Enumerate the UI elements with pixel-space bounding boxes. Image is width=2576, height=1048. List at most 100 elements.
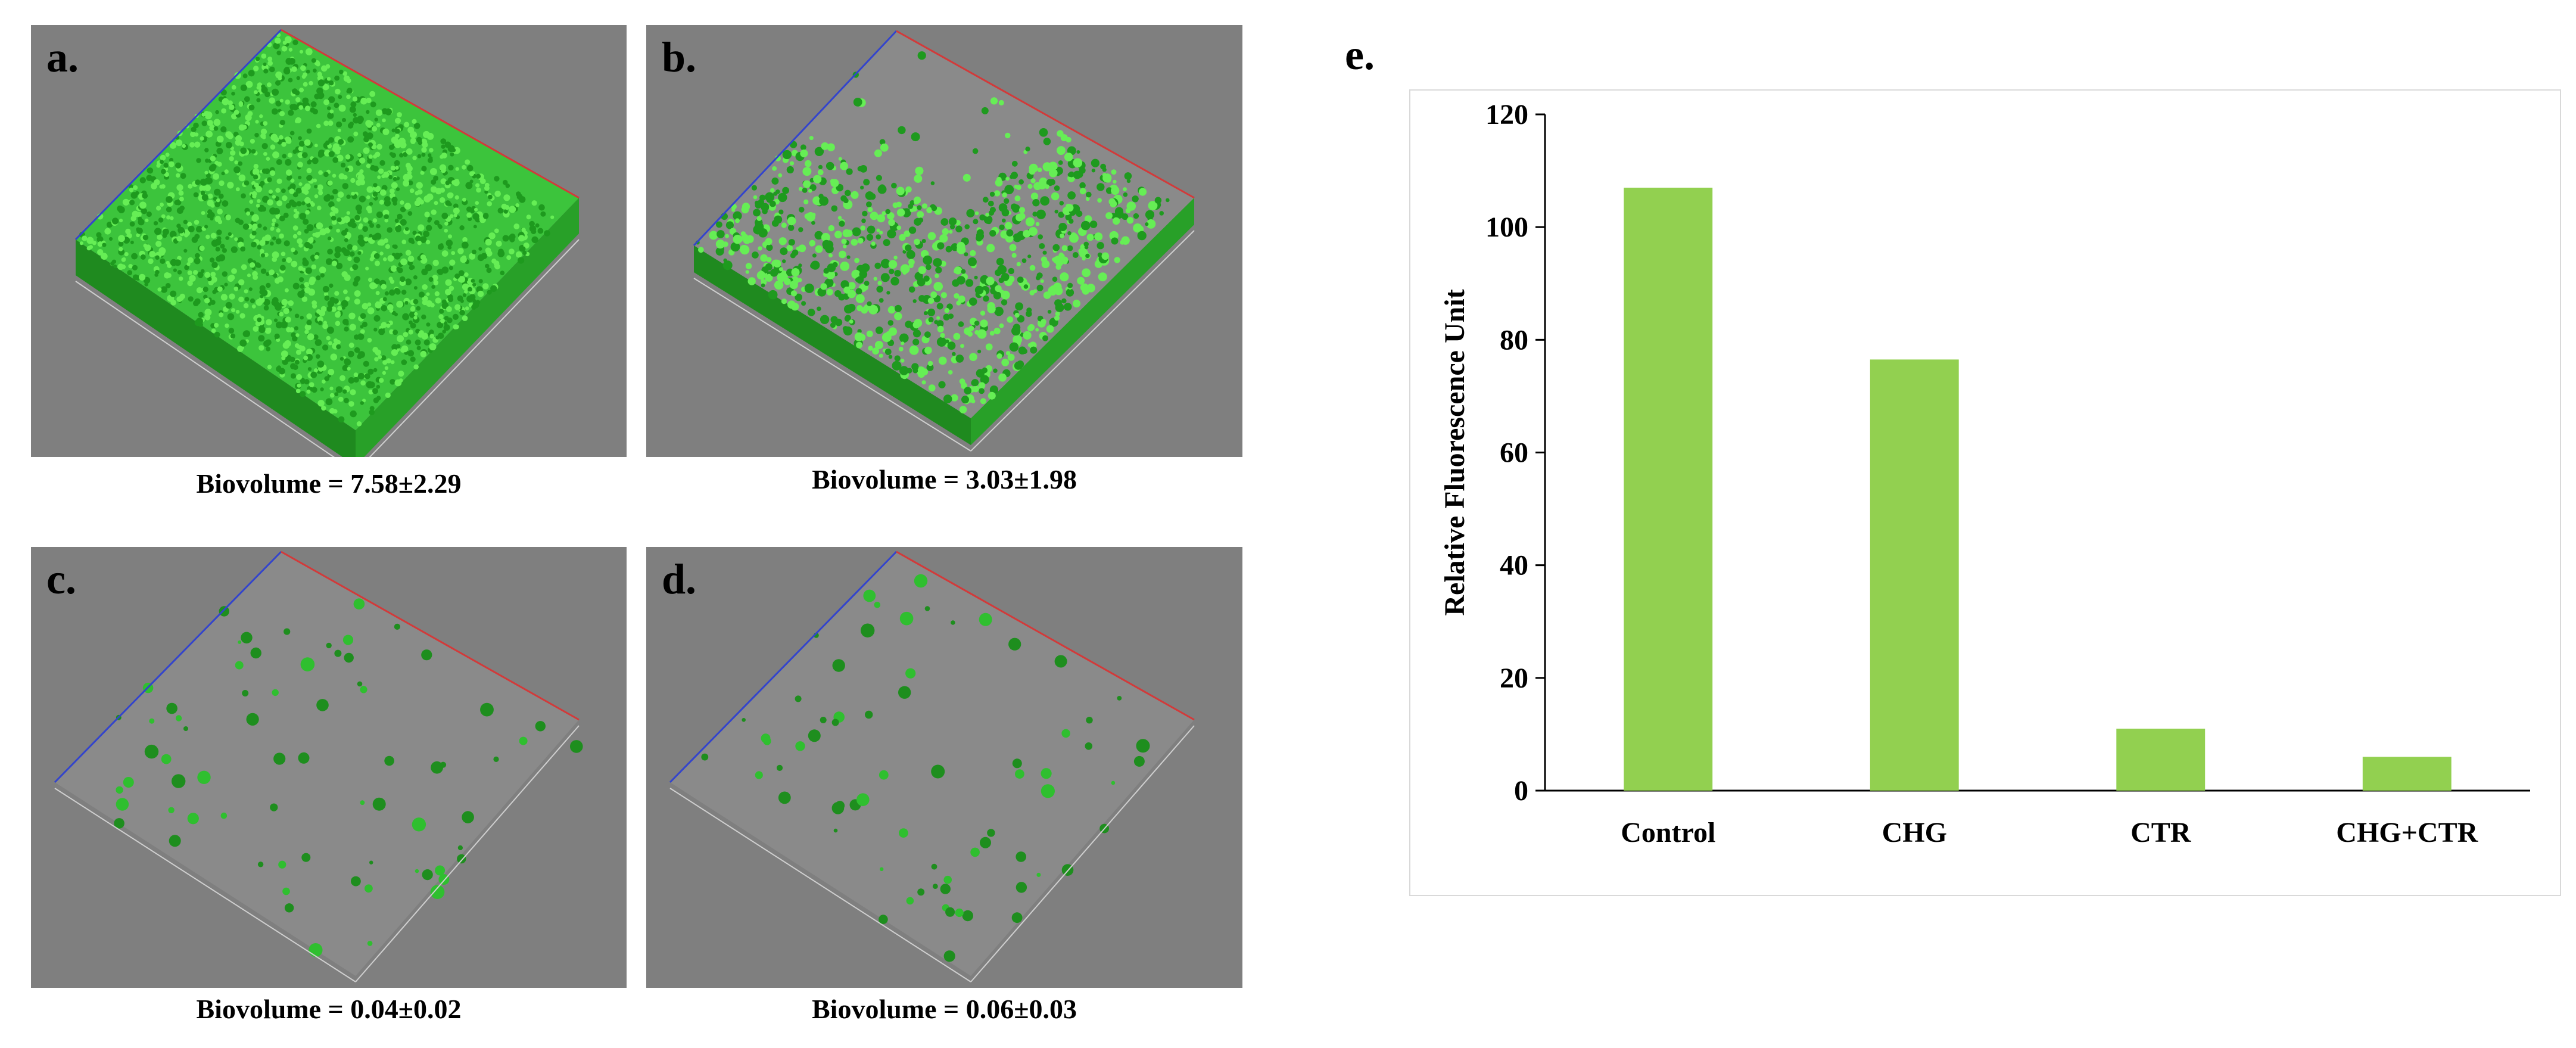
biofilm-cluster <box>1046 179 1054 186</box>
biofilm-cluster <box>974 275 978 279</box>
biofilm-cluster <box>188 184 193 189</box>
biofilm-cluster <box>423 195 431 203</box>
biofilm-cluster <box>270 226 275 231</box>
biofilm-cluster <box>347 256 352 262</box>
biofilm-cluster <box>730 242 740 252</box>
biofilm-cluster <box>329 393 335 398</box>
biofilm-cluster <box>1030 192 1039 200</box>
biofilm-cluster <box>1018 207 1026 213</box>
axis-line-blue <box>54 551 282 783</box>
biofilm-cluster <box>451 251 456 256</box>
biofilm-cluster <box>286 257 292 263</box>
biofilm-cluster <box>357 153 362 157</box>
biofilm-cluster <box>411 240 415 244</box>
biofilm-cluster <box>305 210 310 215</box>
biofilm-cluster <box>1124 172 1132 180</box>
biofilm-cluster <box>266 272 270 276</box>
biofilm-cluster <box>1029 265 1036 271</box>
biofilm-cluster <box>1005 132 1011 139</box>
biofilm-cluster <box>931 764 945 779</box>
biofilm-cluster <box>1059 201 1064 206</box>
biofilm-cluster <box>397 112 402 117</box>
biofilm-cluster <box>531 236 538 244</box>
axis-line-scale <box>970 725 1195 982</box>
biofilm-cluster <box>365 266 369 270</box>
biofilm-cluster <box>954 269 958 273</box>
biofilm-cluster <box>238 279 245 285</box>
biofilm-cluster <box>341 271 348 278</box>
biofilm-cluster <box>194 219 200 225</box>
biofilm-cluster <box>955 225 963 233</box>
biofilm-cluster <box>1113 179 1117 184</box>
biofilm-cluster <box>387 304 394 310</box>
biofilm-cluster <box>210 276 217 283</box>
biofilm-cluster <box>877 281 882 286</box>
biofilm-cluster <box>212 290 217 294</box>
biofilm-cluster <box>242 331 249 337</box>
biofilm-cluster <box>391 344 398 351</box>
biofilm-cluster <box>761 283 765 288</box>
biofilm-cluster <box>472 250 476 254</box>
biofilm-cluster <box>864 281 870 286</box>
biofilm-cluster <box>943 313 950 321</box>
biofilm-cluster <box>259 114 263 119</box>
biofilm-cluster <box>453 203 459 209</box>
biofilm-cluster <box>961 269 966 274</box>
biofilm-cluster <box>385 108 392 116</box>
biofilm-cluster <box>988 391 996 400</box>
biofilm-cluster <box>415 869 419 873</box>
biofilm-cluster <box>276 159 282 165</box>
biofilm-cluster <box>1055 311 1060 316</box>
biofilm-cluster <box>407 350 415 357</box>
biofilm-cluster <box>332 157 338 163</box>
biofilm-cluster <box>940 292 947 298</box>
biofilm-cluster <box>168 807 175 813</box>
biofilm-cluster <box>1054 315 1060 321</box>
biofilm-cluster <box>400 200 404 205</box>
biofilm-cluster <box>880 867 884 871</box>
biofilm-cluster <box>812 253 817 258</box>
biofilm-cluster <box>334 102 339 108</box>
biofilm-cluster <box>263 298 270 306</box>
biofilm-cluster <box>778 791 791 804</box>
biofilm-cluster <box>933 282 943 291</box>
biofilm-cluster <box>431 761 443 774</box>
biofilm-cluster <box>410 265 415 270</box>
biofilm-cluster <box>110 261 115 266</box>
biofilm-cluster <box>246 81 251 86</box>
biofilm-cluster <box>215 110 219 114</box>
biofilm-cluster <box>778 237 787 245</box>
biofilm-cluster <box>521 228 526 232</box>
biofilm-cluster <box>299 88 304 93</box>
biofilm-cluster <box>535 223 540 228</box>
biofilm-cluster <box>343 249 350 257</box>
biofilm-cluster <box>1015 769 1024 779</box>
biofilm-cluster <box>372 234 378 241</box>
biofilm-cluster <box>970 250 976 257</box>
biofilm-cluster <box>160 258 166 264</box>
biofilm-cluster <box>366 97 372 104</box>
biofilm-cluster <box>886 331 892 338</box>
biofilm-cluster <box>318 170 323 175</box>
biofilm-cluster <box>294 119 299 123</box>
biofilm-cluster <box>291 201 297 208</box>
axis-line-red <box>281 29 580 199</box>
biofilm-cluster <box>1111 780 1116 785</box>
biofilm-cluster <box>260 268 267 274</box>
biofilm-cluster <box>469 294 476 301</box>
biofilm-cluster <box>309 278 314 282</box>
panel-label-d: d. <box>662 555 697 603</box>
biofilm-cluster <box>1098 272 1107 282</box>
biofilm-cluster <box>780 247 788 256</box>
biofilm-cluster <box>1126 217 1134 224</box>
biofilm-cluster <box>993 328 1001 335</box>
biofilm-cluster <box>414 312 418 316</box>
biofilm-cluster <box>956 300 961 306</box>
biofilm-cluster <box>378 355 382 359</box>
biofilm-cluster <box>804 160 812 167</box>
biofilm-cluster <box>788 225 795 231</box>
biofilm-cluster <box>809 240 816 247</box>
biofilm-cluster <box>840 280 849 289</box>
biofilm-cluster <box>257 86 261 90</box>
biofilm-cluster <box>440 178 447 185</box>
